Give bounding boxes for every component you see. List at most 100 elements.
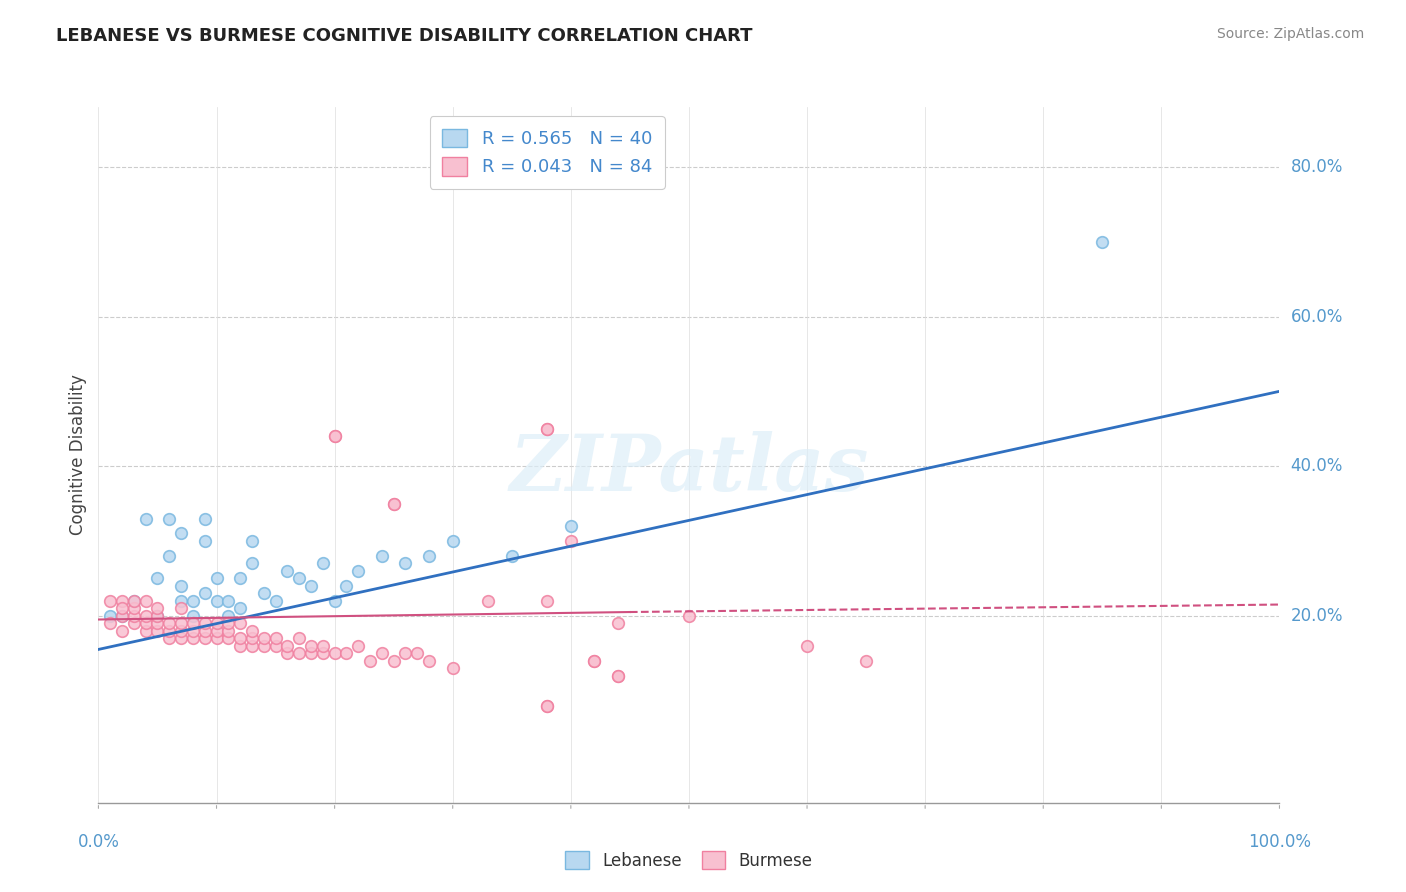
Point <box>335 579 357 593</box>
Text: LEBANESE VS BURMESE COGNITIVE DISABILITY CORRELATION CHART: LEBANESE VS BURMESE COGNITIVE DISABILITY… <box>56 27 752 45</box>
Point <box>240 639 263 653</box>
Point <box>194 586 217 600</box>
Point <box>170 579 193 593</box>
Point <box>796 639 818 653</box>
Point <box>205 571 228 585</box>
Point <box>1091 235 1114 249</box>
Point <box>536 422 558 436</box>
Point <box>217 624 239 638</box>
Point <box>135 511 157 525</box>
Point <box>135 624 157 638</box>
Point <box>205 616 228 631</box>
Point <box>240 557 263 571</box>
Point <box>157 549 180 563</box>
Point <box>240 631 263 645</box>
Point <box>253 639 276 653</box>
Point <box>607 668 630 682</box>
Text: 100.0%: 100.0% <box>1249 833 1310 851</box>
Point <box>111 608 134 623</box>
Point <box>146 624 169 638</box>
Point <box>217 594 239 608</box>
Point <box>240 624 263 638</box>
Point <box>135 616 157 631</box>
Point <box>135 608 157 623</box>
Point <box>170 631 193 645</box>
Point <box>111 624 134 638</box>
Point <box>135 594 157 608</box>
Point <box>536 422 558 436</box>
Point <box>382 497 405 511</box>
Point <box>229 631 252 645</box>
Point <box>312 639 335 653</box>
Point <box>323 429 346 443</box>
Point <box>111 601 134 615</box>
Point <box>122 601 145 615</box>
Point <box>299 579 322 593</box>
Point <box>170 594 193 608</box>
Point <box>418 549 440 563</box>
Point <box>347 564 370 578</box>
Point <box>276 639 298 653</box>
Point <box>299 646 322 660</box>
Point <box>276 646 298 660</box>
Point <box>288 631 311 645</box>
Text: 40.0%: 40.0% <box>1291 457 1343 475</box>
Point <box>181 594 204 608</box>
Point <box>560 533 582 548</box>
Point <box>240 533 263 548</box>
Point <box>181 631 204 645</box>
Point <box>217 616 239 631</box>
Point <box>855 654 877 668</box>
Point <box>536 594 558 608</box>
Point <box>98 608 121 623</box>
Point <box>194 511 217 525</box>
Point <box>122 594 145 608</box>
Point <box>122 616 145 631</box>
Point <box>205 594 228 608</box>
Point <box>157 511 180 525</box>
Legend: Lebanese, Burmese: Lebanese, Burmese <box>557 843 821 878</box>
Point <box>560 519 582 533</box>
Point <box>170 624 193 638</box>
Point <box>181 608 204 623</box>
Point <box>194 616 217 631</box>
Point <box>264 639 287 653</box>
Point <box>217 631 239 645</box>
Point <box>536 698 558 713</box>
Point <box>276 564 298 578</box>
Text: Source: ZipAtlas.com: Source: ZipAtlas.com <box>1216 27 1364 41</box>
Point <box>98 594 121 608</box>
Point <box>111 608 134 623</box>
Point <box>181 616 204 631</box>
Point <box>607 616 630 631</box>
Point <box>194 631 217 645</box>
Point <box>288 571 311 585</box>
Point <box>536 698 558 713</box>
Point <box>253 631 276 645</box>
Point <box>312 557 335 571</box>
Point <box>146 608 169 623</box>
Point <box>312 646 335 660</box>
Point <box>394 646 416 660</box>
Point <box>441 533 464 548</box>
Point <box>146 608 169 623</box>
Point <box>371 549 394 563</box>
Point <box>157 616 180 631</box>
Point <box>181 624 204 638</box>
Y-axis label: Cognitive Disability: Cognitive Disability <box>69 375 87 535</box>
Point <box>157 631 180 645</box>
Point <box>194 533 217 548</box>
Point <box>583 654 606 668</box>
Point <box>607 668 630 682</box>
Point <box>678 608 700 623</box>
Point <box>146 571 169 585</box>
Point <box>347 639 370 653</box>
Point <box>170 601 193 615</box>
Point <box>335 646 357 660</box>
Point <box>170 526 193 541</box>
Point <box>229 571 252 585</box>
Text: 80.0%: 80.0% <box>1291 158 1343 176</box>
Point <box>98 616 121 631</box>
Point <box>382 497 405 511</box>
Point <box>157 624 180 638</box>
